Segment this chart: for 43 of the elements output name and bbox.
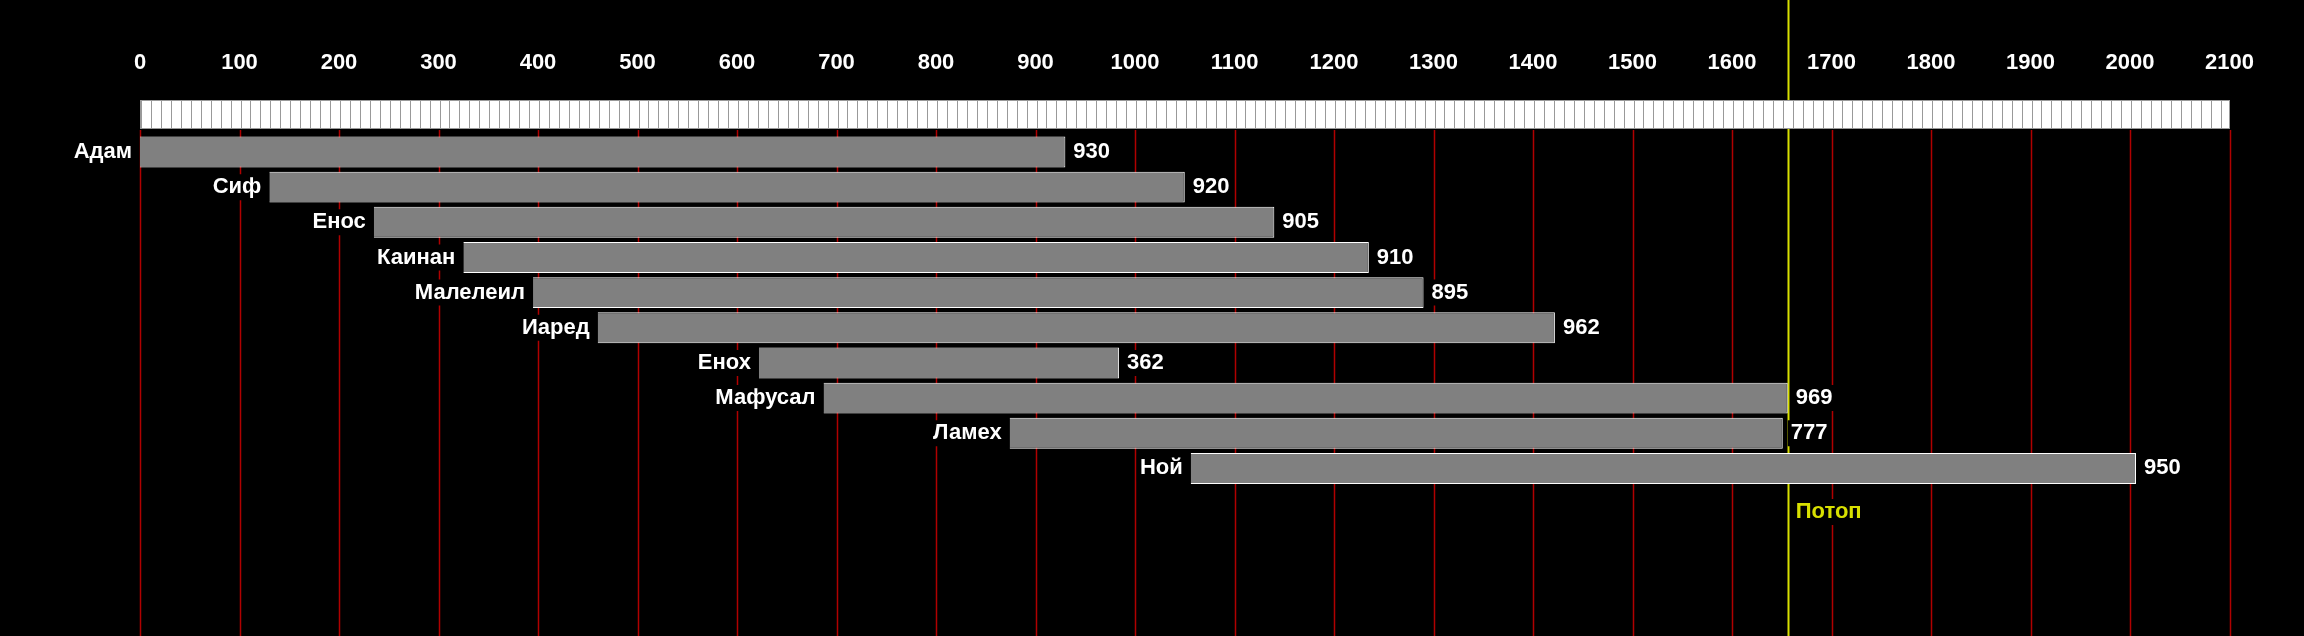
x-tick-label: 1600 (1707, 49, 1757, 75)
y-tick-label: Иаред (522, 313, 590, 339)
y-tick-label: Енос (312, 208, 366, 234)
x-tick-label: 2000 (2105, 49, 2155, 75)
x-tick-label: 0 (133, 49, 147, 75)
data-label: 895 (1431, 278, 1469, 304)
data-label: 920 (1192, 173, 1230, 199)
x-tick-label: 900 (1017, 49, 1054, 75)
x-tick-label: 800 (917, 49, 955, 75)
data-label: 930 (1073, 138, 1111, 164)
y-tick-label: Адам (73, 138, 132, 164)
data-label: 962 (1562, 313, 1600, 339)
x-tick-label: 600 (718, 49, 756, 75)
y-tick-label: Енох (697, 349, 752, 374)
data-label: 777 (1790, 419, 1828, 445)
x-tick-label: 200 (320, 49, 358, 75)
x-tick-label: 300 (420, 49, 457, 75)
y-tick-label: Малелеил (414, 278, 526, 304)
x-tick-label: 100 (221, 49, 258, 75)
x-tick-label: 1000 (1110, 49, 1160, 75)
x-tick-label: 1100 (1210, 49, 1259, 75)
y-tick-label: Каинан (377, 243, 456, 269)
x-tick-label: 500 (619, 49, 656, 75)
x-tick-label: 1400 (1508, 49, 1558, 75)
x-tick-label: 2100 (2205, 49, 2255, 75)
data-label: 950 (2144, 454, 2181, 480)
x-tick-label: 1300 (1409, 49, 1458, 75)
x-tick-label: 1800 (1906, 49, 1956, 75)
data-label: 362 (1127, 349, 1164, 374)
x-tick-label: 1700 (1807, 49, 1856, 75)
x-tick-label: 1900 (2006, 49, 2055, 75)
x-tick-label: 1500 (1608, 49, 1657, 75)
data-label: 905 (1282, 208, 1320, 234)
y-tick-label: Сиф (212, 173, 262, 199)
x-tick-label: 1200 (1309, 49, 1359, 75)
ref-line-label: Потоп (1795, 498, 1862, 524)
x-tick-label: 700 (818, 49, 855, 75)
x-tick-label: 400 (519, 49, 557, 75)
y-tick-label: Ламех (932, 419, 1003, 445)
data-label: 910 (1376, 243, 1414, 269)
data-label: 969 (1795, 384, 1833, 410)
y-tick-label: Мафусал (715, 384, 816, 410)
y-tick-label: Ной (1139, 454, 1183, 480)
